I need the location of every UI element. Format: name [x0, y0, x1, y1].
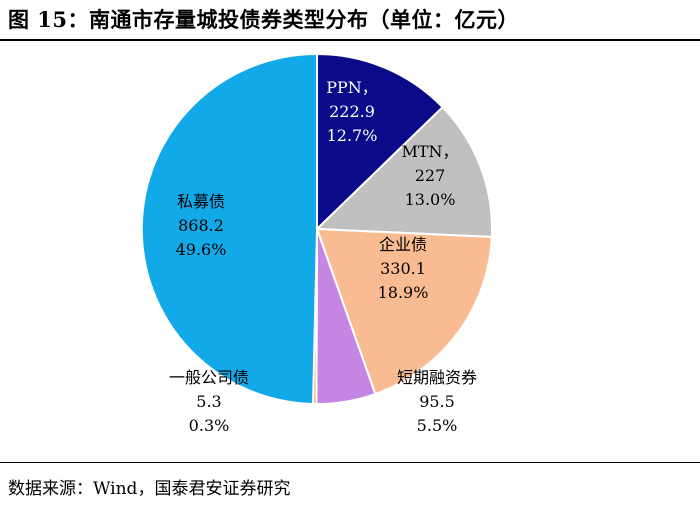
pie-slice-name: PPN，: [326, 78, 378, 97]
pie-slice-value: 868.2: [178, 216, 224, 235]
pie-slice-name: 短期融资券: [397, 368, 477, 387]
pie-slice-name: MTN，: [401, 142, 458, 161]
pie-slice-name: 企业债: [379, 235, 427, 254]
pie-slice-name: 私募债: [177, 192, 225, 211]
pie-slice-percent: 13.0%: [405, 190, 456, 209]
pie-slice-value: 227: [415, 166, 446, 185]
pie-slice-percent: 49.6%: [176, 240, 227, 259]
pie-slice: [315, 227, 493, 396]
pie-labels: PPN， 222.9 12.7% MTN， 227 13.0% 企业债 330.1 18.9% 短…: [169, 78, 477, 435]
source-rule: [0, 462, 700, 463]
pie-slice: [140, 52, 318, 405]
pie-slice-percent: 18.9%: [378, 283, 429, 302]
pie-slice-value: 222.9: [329, 102, 375, 121]
title-rule: [0, 39, 700, 41]
pie-slice: [314, 105, 493, 238]
pie-slice-value: 95.5: [419, 392, 455, 411]
pie-slice-percent: 5.5%: [417, 416, 458, 435]
pie-slice: [316, 52, 445, 232]
pie-slices: [140, 52, 493, 406]
source-note: 数据来源：Wind，国泰君安证券研究: [8, 479, 291, 499]
pie-slice-value: 330.1: [380, 259, 426, 278]
pie-slice-name: 一般公司债: [169, 368, 249, 387]
figure-title: 图 15：南通市存量城投债券类型分布（单位：亿元）: [8, 7, 520, 32]
pie-slice-percent: 0.3%: [189, 416, 230, 435]
pie-slice-value: 5.3: [196, 392, 221, 411]
pie-slice-percent: 12.7%: [327, 126, 378, 145]
